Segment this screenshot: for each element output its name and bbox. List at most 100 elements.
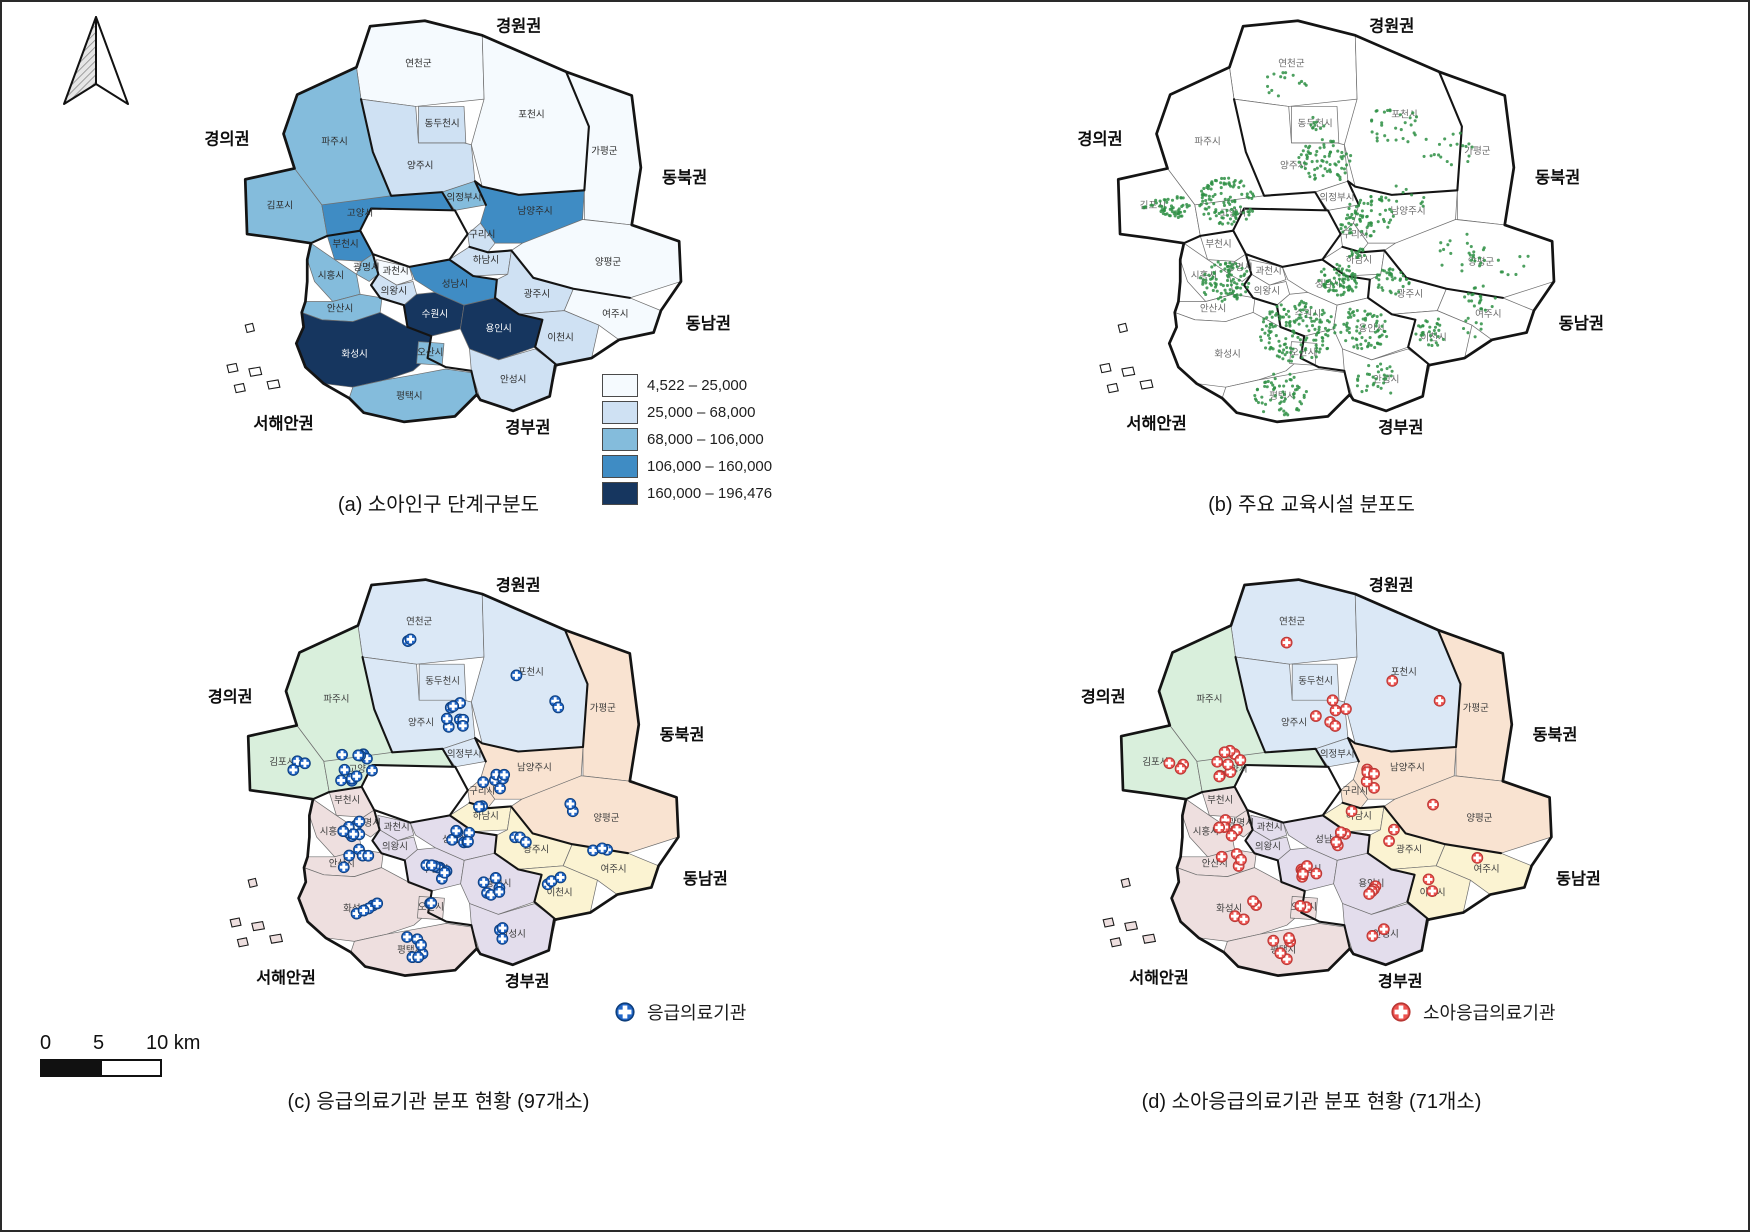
education-facility-dot bbox=[1466, 331, 1470, 335]
marker-cross-glyph bbox=[499, 770, 508, 779]
zone-label-gyeongui: 경의권 bbox=[204, 130, 249, 149]
education-facility-dot bbox=[1430, 343, 1434, 348]
education-facility-dot bbox=[1321, 174, 1325, 178]
education-facility-dot bbox=[1335, 271, 1339, 275]
education-facility-dot bbox=[1460, 263, 1464, 267]
pediatric-emergency-center-marker bbox=[1273, 947, 1286, 960]
island-shape bbox=[268, 933, 283, 944]
marker-cross-glyph bbox=[1435, 696, 1444, 705]
education-facility-dot bbox=[1283, 76, 1287, 80]
education-facility-dot bbox=[1482, 258, 1487, 262]
marker-cross-glyph bbox=[352, 772, 361, 781]
emergency-center-marker bbox=[414, 939, 427, 951]
marker-cross-glyph bbox=[1223, 760, 1232, 769]
district-label-icheon: 이천시 bbox=[1420, 333, 1446, 344]
zone-label-gyeongbu: 경부권 bbox=[505, 418, 550, 437]
marker-cross-glyph bbox=[1298, 870, 1307, 879]
education-facility-dot bbox=[1165, 200, 1169, 204]
education-facility-dot bbox=[1408, 116, 1412, 120]
education-facility-dot bbox=[1222, 203, 1226, 207]
zone-boundary bbox=[1321, 258, 1432, 367]
education-facility-dot bbox=[1317, 328, 1321, 332]
district-label-dongducheon: 동두천시 bbox=[425, 119, 460, 130]
education-facility-dot bbox=[1436, 343, 1440, 347]
education-facility-dot bbox=[1380, 268, 1385, 272]
district-label-uijeongbu: 의정부시 bbox=[1319, 749, 1354, 760]
education-facility-dot bbox=[1172, 211, 1176, 216]
education-facility-dot bbox=[1221, 284, 1225, 288]
education-facility-dot bbox=[1187, 204, 1191, 208]
island-shape bbox=[1123, 920, 1138, 932]
district-label-pyeongtaek: 평택시 bbox=[396, 391, 422, 402]
education-facility-dot bbox=[1379, 195, 1384, 199]
island-shape bbox=[1099, 362, 1112, 374]
education-facility-dot bbox=[1309, 123, 1313, 127]
district-label-uiwang: 의왕시 bbox=[381, 286, 407, 297]
zone-boundary bbox=[473, 628, 589, 763]
education-facility-dot bbox=[1375, 364, 1380, 368]
education-facility-dot bbox=[1212, 202, 1216, 206]
education-facility-dot bbox=[1211, 194, 1215, 198]
marker-cross-glyph bbox=[336, 776, 345, 785]
marker-cross-glyph bbox=[352, 909, 361, 918]
education-facility-dot bbox=[1355, 384, 1359, 388]
education-facility-dot bbox=[1210, 180, 1214, 184]
emergency-center-marker bbox=[336, 825, 349, 838]
education-facility-dot bbox=[1364, 232, 1368, 236]
education-facility-dot bbox=[1358, 247, 1362, 251]
education-facility-dot bbox=[1250, 196, 1254, 200]
education-facility-dot bbox=[1339, 330, 1343, 334]
education-facility-dot bbox=[1309, 305, 1313, 309]
education-facility-dot bbox=[1223, 297, 1227, 301]
district-label-goyang: 고양시 bbox=[347, 208, 373, 219]
education-facility-dot bbox=[1349, 287, 1353, 291]
education-facility-dot bbox=[1268, 325, 1272, 330]
education-facility-dot bbox=[1369, 194, 1373, 199]
education-facility-dot bbox=[1318, 347, 1322, 351]
education-facility-dot bbox=[1449, 251, 1453, 256]
district-label-gwacheon: 과천시 bbox=[1256, 822, 1282, 833]
zone-label-dongbuk: 동북권 bbox=[659, 725, 704, 744]
education-facility-dot bbox=[1246, 210, 1250, 214]
education-facility-dot bbox=[1209, 187, 1213, 191]
pediatric-emergency-center-marker bbox=[1293, 900, 1306, 912]
education-facility-dot bbox=[1205, 286, 1209, 290]
education-facility-dot bbox=[1375, 273, 1380, 277]
district-dongducheon bbox=[418, 663, 466, 701]
education-facility-dot bbox=[1451, 132, 1455, 136]
education-facility-dot bbox=[1313, 123, 1317, 127]
district-label-hanam: 하남시 bbox=[472, 811, 498, 822]
education-facility-dot bbox=[1272, 387, 1276, 392]
education-facility-dot bbox=[1201, 278, 1205, 282]
education-facility-dot bbox=[1232, 206, 1237, 210]
education-facility-dot bbox=[1268, 330, 1272, 335]
education-facility-dot bbox=[1469, 245, 1473, 249]
zone-label-gyeongbu: 경부권 bbox=[504, 971, 549, 990]
education-facility-dot bbox=[1322, 124, 1326, 128]
scale-tick-0: 0 bbox=[40, 1032, 52, 1054]
education-facility-dot bbox=[1321, 336, 1325, 340]
marker-cross-glyph bbox=[1394, 1005, 1408, 1019]
education-facility-dot bbox=[1380, 324, 1384, 328]
marker-cross-glyph bbox=[353, 751, 362, 760]
education-facility-dot bbox=[1292, 375, 1296, 379]
marker-cross-glyph bbox=[1282, 638, 1291, 647]
education-facility-dot bbox=[1213, 281, 1217, 285]
education-facility-dot bbox=[1309, 316, 1313, 320]
education-facility-dot bbox=[1432, 153, 1436, 157]
education-facility-dot bbox=[1347, 331, 1351, 335]
marker-cross-glyph bbox=[547, 877, 555, 886]
education-facility-dot bbox=[1322, 145, 1326, 149]
education-facility-dot bbox=[1326, 334, 1330, 338]
marker-cross-glyph bbox=[565, 799, 574, 808]
zone-boundary bbox=[468, 245, 631, 299]
district-label-gapyeong: 가평군 bbox=[589, 703, 615, 714]
education-facility-dot bbox=[1383, 134, 1387, 138]
education-facility-dot bbox=[1291, 392, 1295, 396]
education-facility-dot bbox=[1375, 136, 1379, 140]
education-facility-dot bbox=[1225, 264, 1230, 269]
education-facility-dot bbox=[1332, 285, 1336, 289]
marker-cross-glyph bbox=[440, 868, 449, 877]
